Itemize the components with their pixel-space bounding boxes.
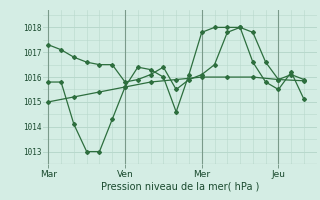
X-axis label: Pression niveau de la mer( hPa ): Pression niveau de la mer( hPa ) bbox=[101, 181, 259, 191]
